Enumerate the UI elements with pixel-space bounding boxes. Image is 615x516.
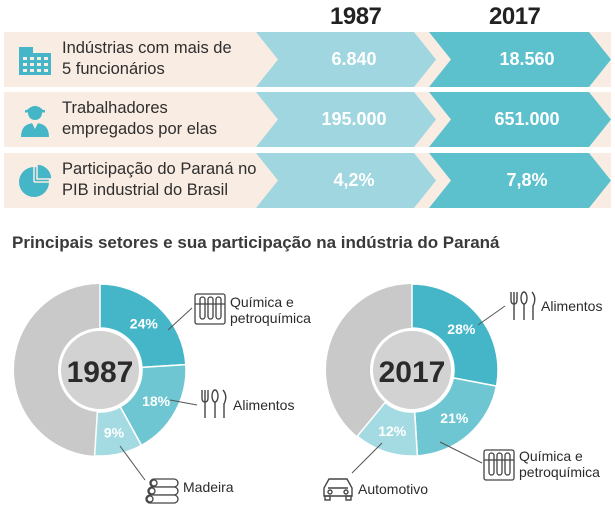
test-tubes-icon <box>194 293 226 325</box>
donut-slice-0 <box>99 283 187 369</box>
row-label: Indústrias com mais de 5 funcionários <box>62 38 272 80</box>
year-2017-header: 2017 <box>489 3 541 30</box>
stats-row-gdp-share: Participação do Paraná no PIB industrial… <box>4 153 611 208</box>
donut-charts: 24% 18% 9% 1987 28% 21% 12% 2017 Química e p… <box>14 283 602 504</box>
donut-slice-0 <box>411 283 499 387</box>
sector-label: petroquímica <box>230 310 311 326</box>
chevron-1987 <box>256 92 436 147</box>
row-label-line: PIB industrial do Brasil <box>62 181 228 199</box>
row-label-line: Trabalhadores <box>62 99 168 117</box>
chevron-2017 <box>429 92 611 147</box>
row-label-line: 5 funcionários <box>62 60 165 78</box>
test-tubes-icon <box>483 449 515 481</box>
value-2017: 651.000 <box>494 109 560 129</box>
donut-slice-2 <box>93 405 143 457</box>
leader-line <box>351 442 383 474</box>
leader-line <box>477 305 506 326</box>
cutlery-icon <box>510 291 536 320</box>
row-label: Participação do Paraná no PIB industrial… <box>62 159 272 201</box>
chevron-1987 <box>256 153 436 208</box>
donut-slice-value-label: 21% <box>440 410 469 426</box>
value-1987: 195.000 <box>321 109 387 129</box>
year-1987-header: 1987 <box>330 3 382 30</box>
donut-slice-value-label: 28% <box>447 321 476 337</box>
chevron-2017 <box>429 153 611 208</box>
cutlery-icon <box>201 389 227 418</box>
donut-slice-2 <box>356 401 419 457</box>
pie-chart-icon <box>19 163 53 197</box>
leader-line <box>119 445 146 481</box>
chevron-2017 <box>429 32 611 87</box>
sector-label: Alimentos <box>541 298 602 314</box>
sector-label: Automotivo <box>358 481 428 497</box>
donut-center <box>59 329 141 411</box>
leader-line <box>439 441 483 464</box>
worker-icon <box>21 106 49 137</box>
sector-label: Alimentos <box>233 397 294 413</box>
value-2017: 7,8% <box>506 170 548 190</box>
donut-center <box>371 329 453 411</box>
leader-line <box>167 307 193 331</box>
chevron-1987 <box>256 32 436 87</box>
row-label-line: Indústrias com mais de <box>62 39 232 57</box>
sector-label: Madeira <box>183 479 234 495</box>
stats-row-industries: Indústrias com mais de 5 funcionários 6.… <box>4 32 611 87</box>
row-label-line: Participação do Paraná no <box>62 160 257 178</box>
value-2017: 18.560 <box>499 49 555 69</box>
donut-slice-value-label: 9% <box>104 424 125 440</box>
donut-center-label: 2017 <box>379 356 446 389</box>
sector-label: Química e <box>230 294 294 310</box>
value-1987: 6.840 <box>331 49 377 69</box>
factory-icon <box>19 47 51 75</box>
donut-slice-value-label: 24% <box>130 315 159 331</box>
sector-label: Química e <box>519 448 583 464</box>
row-label-line: empregados por elas <box>62 120 218 138</box>
donut-slice-value-label: 12% <box>378 423 407 439</box>
section-title: Principais setores e sua participação na… <box>12 233 500 252</box>
car-icon <box>323 478 353 501</box>
donut-center-label: 1987 <box>67 356 134 389</box>
donut-1987: 24% 18% 9% 1987 <box>14 283 187 457</box>
logs-icon <box>145 478 179 504</box>
stats-row-workers: Trabalhadores empregados por elas 195.00… <box>4 92 611 147</box>
donut-slices: 28% 21% 12% <box>356 283 499 457</box>
donut-slices: 24% 18% 9% <box>93 283 187 457</box>
donut-2017: 28% 21% 12% 2017 <box>326 283 499 457</box>
row-label: Trabalhadores empregados por elas <box>62 98 272 140</box>
value-1987: 4,2% <box>333 170 375 190</box>
sector-label: petroquímica <box>519 464 600 480</box>
leader-line <box>169 399 198 406</box>
donut-slice-value-label: 18% <box>142 393 171 409</box>
